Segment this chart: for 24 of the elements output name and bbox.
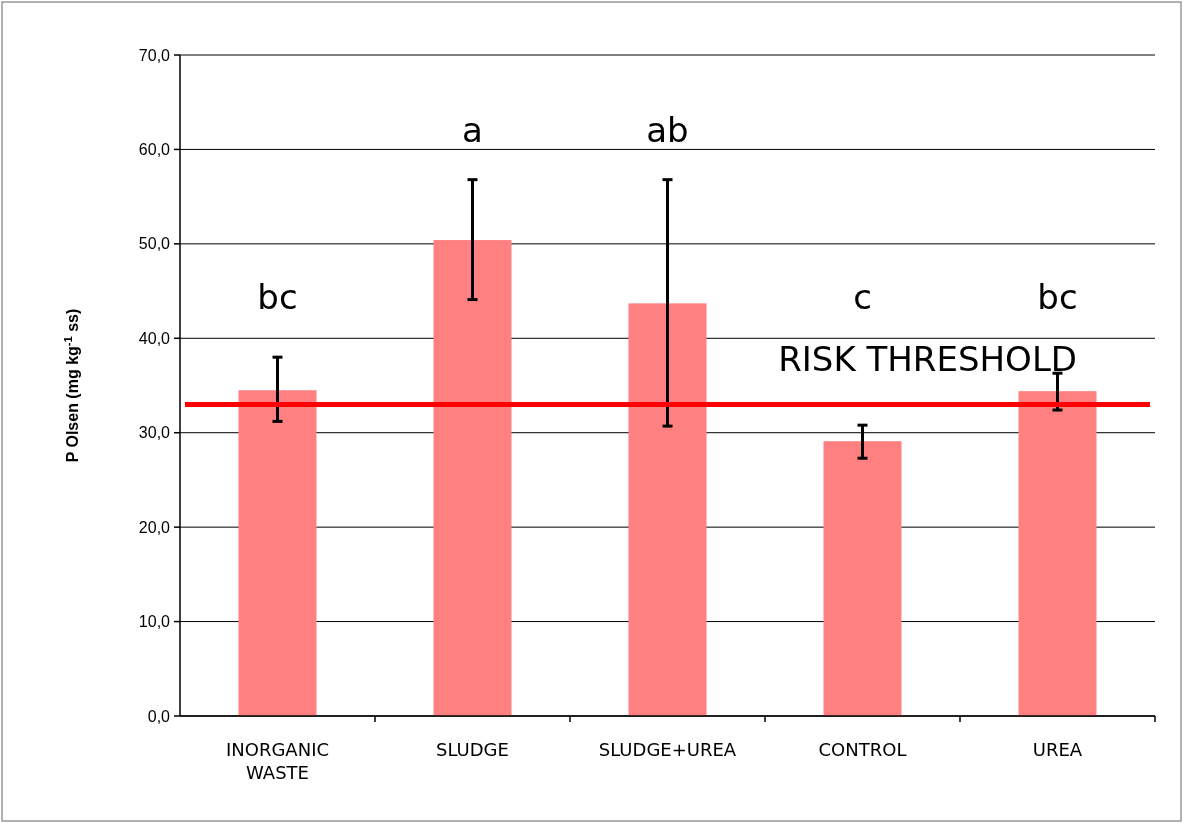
x-tick-label: INORGANIC WASTE	[225, 739, 330, 783]
bar	[238, 390, 317, 716]
x-tick-label: SLUDGE	[436, 739, 509, 760]
bar	[823, 441, 902, 716]
x-tick-label: CONTROL	[818, 739, 907, 760]
x-tick-label: SLUDGE+UREA	[598, 739, 737, 760]
y-tick-label: 60,0	[138, 141, 171, 159]
annotation: c	[853, 277, 872, 318]
y-tick-label: 70,0	[138, 46, 171, 64]
annotation: a	[462, 109, 483, 150]
y-tick-label: 30,0	[138, 424, 171, 442]
x-tick-label: UREA	[1032, 739, 1083, 760]
bar	[628, 303, 707, 716]
y-tick-label: 20,0	[138, 518, 171, 536]
y-tick-label: 10,0	[138, 613, 171, 631]
annotation: ab	[646, 109, 689, 150]
bar	[1018, 391, 1097, 716]
y-tick-label: 0,0	[147, 707, 171, 725]
annotation: bc	[257, 277, 298, 318]
y-tick-label: 40,0	[138, 329, 171, 347]
annotation: bc	[1037, 277, 1078, 318]
bar	[433, 240, 512, 716]
ref-line-label: RISK THRESHOLD	[778, 339, 1077, 380]
y-tick-label: 50,0	[138, 235, 171, 253]
